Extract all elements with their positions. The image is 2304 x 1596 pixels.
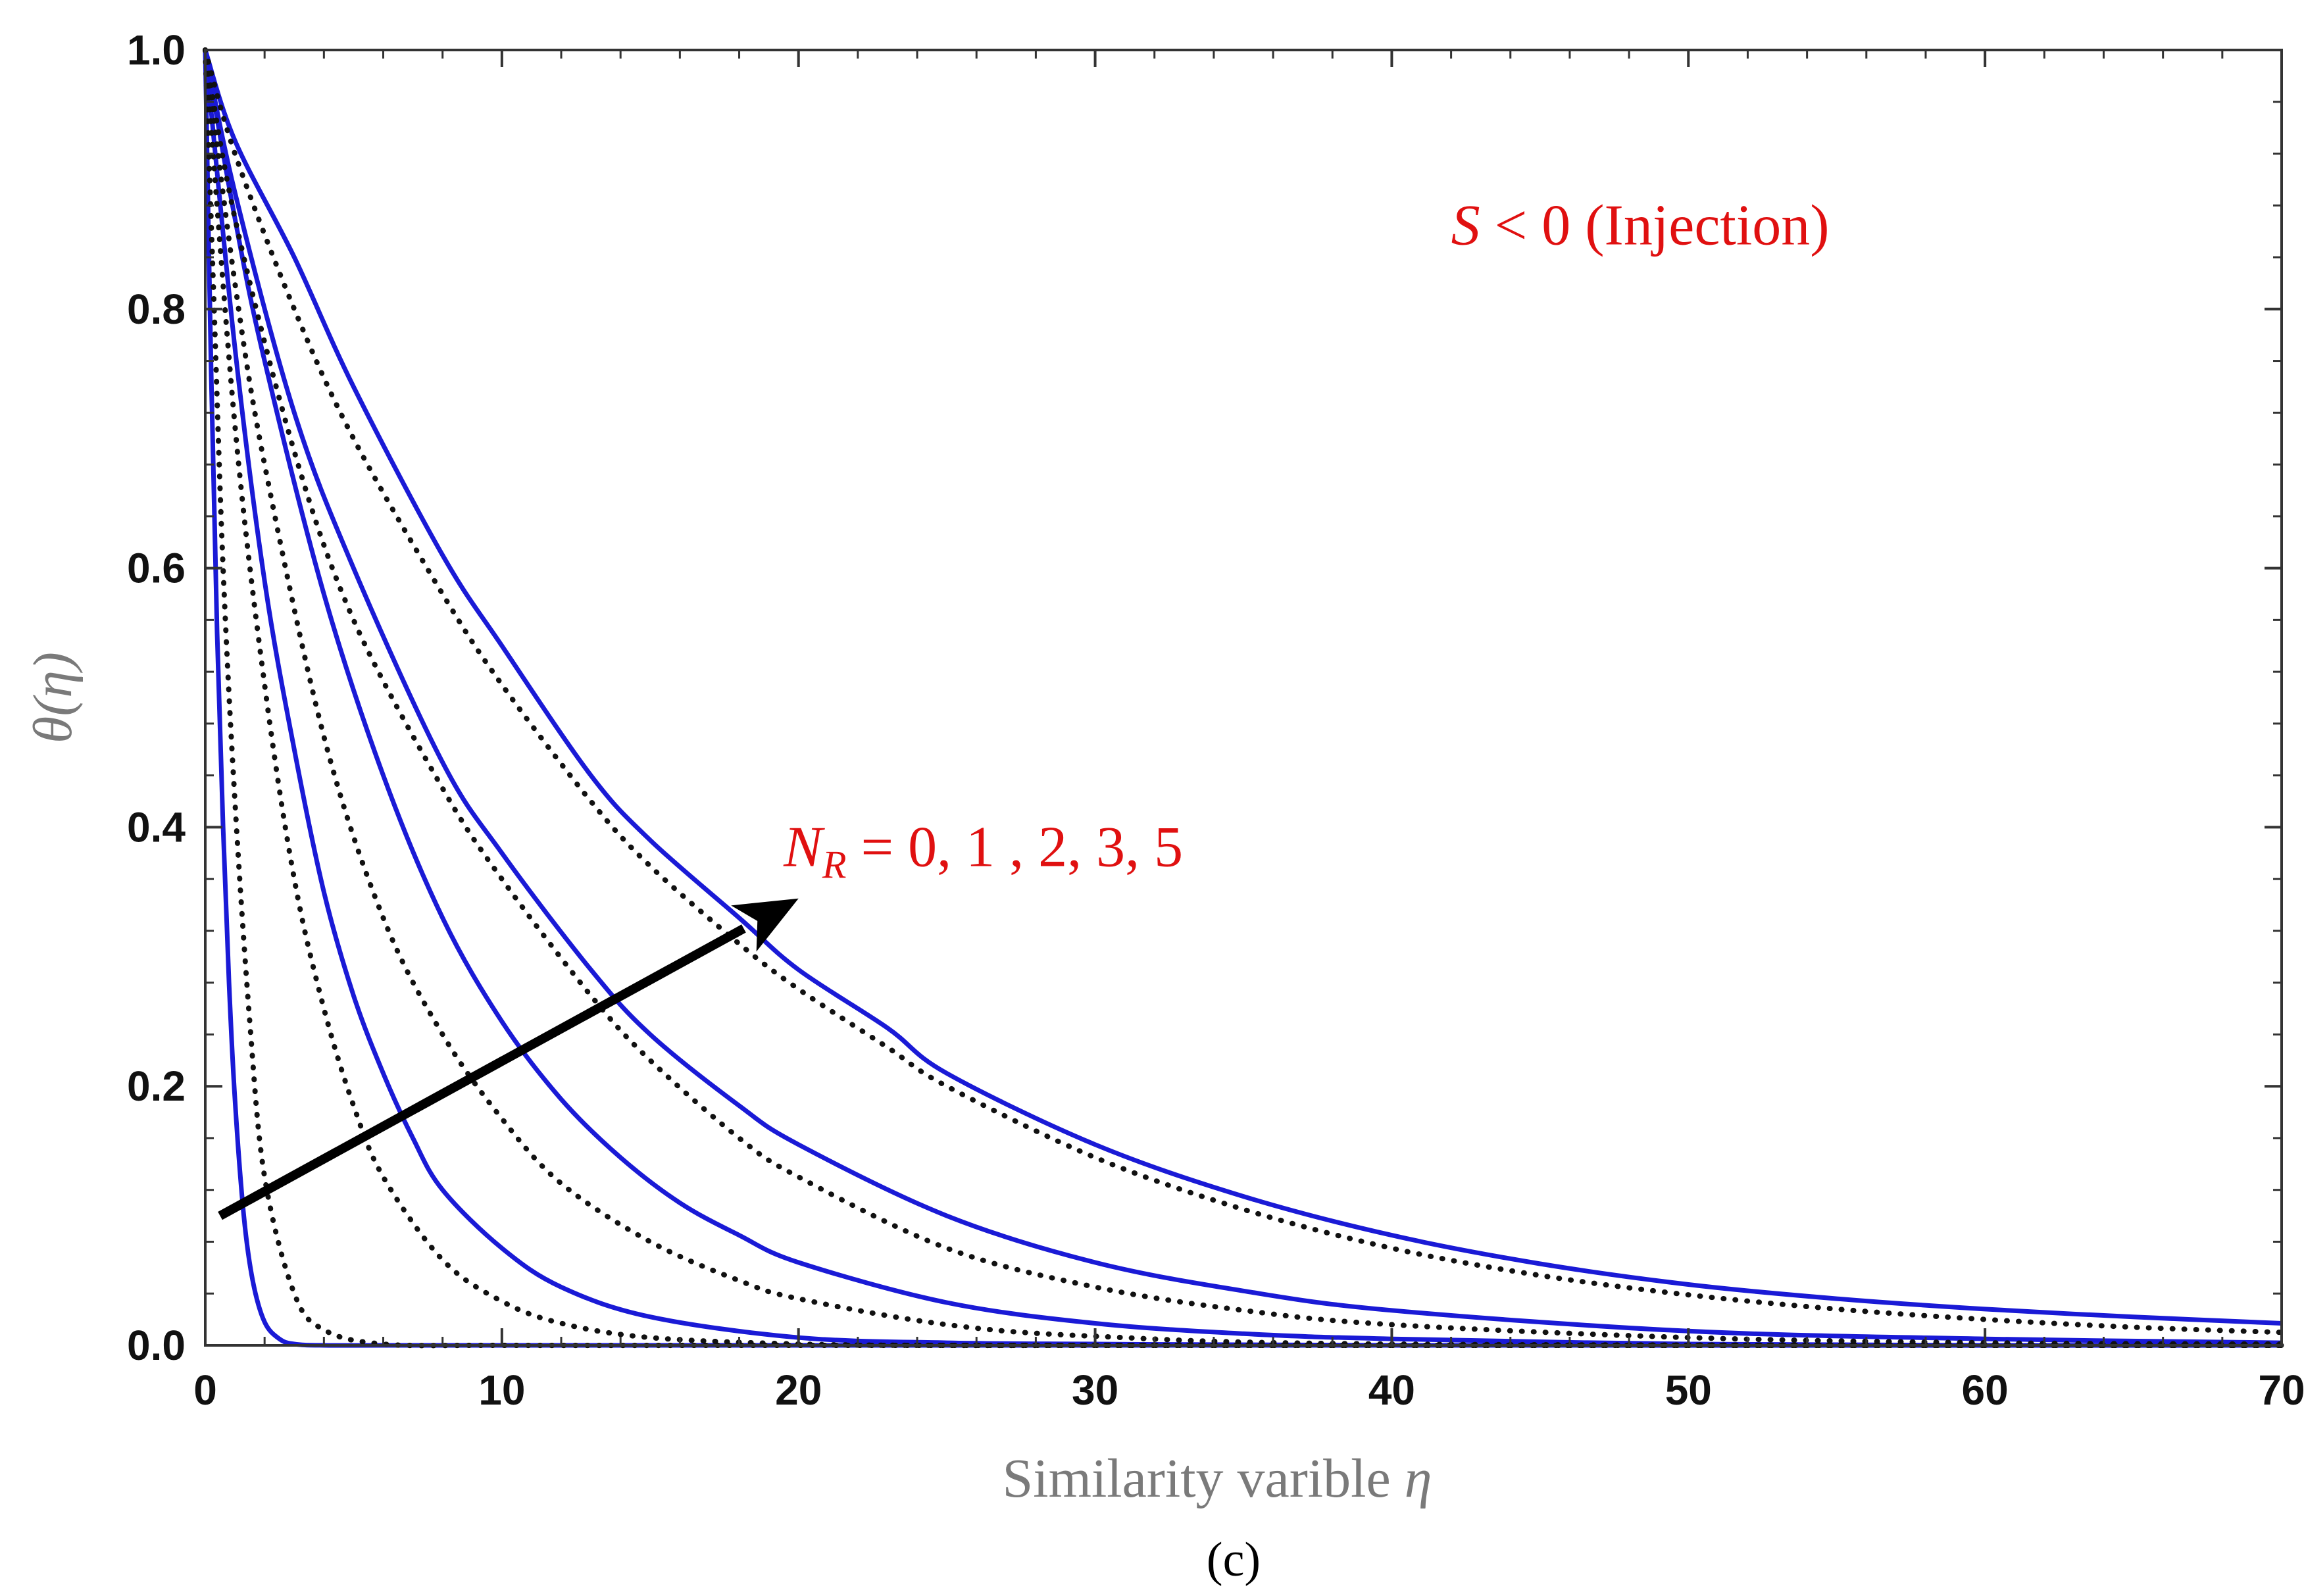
x-tick-label: 70	[2258, 1366, 2304, 1414]
annotation-nr: NR = 0, 1 , 2, 3, 5	[783, 815, 1183, 886]
y-tick-label: 0.0	[127, 1322, 186, 1369]
x-axis-title-text: Similarity varible	[1003, 1448, 1405, 1509]
plot-frame	[204, 49, 2283, 1347]
x-axis-title: Similarity varible η	[1003, 1448, 1432, 1509]
series-line-dotted-9	[203, 47, 2284, 1335]
x-tick-label: 0	[193, 1366, 217, 1414]
y-axis: 0.0 0.2 0.4 0.6 0.8 1.0	[127, 26, 2282, 1369]
x-tick-label: 10	[478, 1366, 525, 1414]
panel-label: (c)	[1207, 1533, 1261, 1587]
y-tick-label: 0.4	[127, 803, 186, 851]
series-line-solid-3	[203, 49, 2282, 1345]
series-line-dotted-8	[203, 47, 2284, 1347]
arrow-layer	[218, 898, 799, 1220]
x-axis: 0 10 20 30 40 50 60 70	[193, 50, 2304, 1414]
series-line-dotted-6	[203, 47, 2284, 1349]
y-tick-label: 0.2	[127, 1062, 186, 1110]
x-tick-label: 20	[775, 1366, 822, 1414]
arrow-head	[731, 898, 799, 952]
x-tick-label: 60	[1962, 1366, 2009, 1414]
x-axis-title-symbol: η	[1405, 1448, 1432, 1509]
y-tick-label: 0.8	[127, 286, 186, 333]
annotation-injection-text: < 0 (Injection)	[1480, 193, 1830, 257]
arrow-shaft	[218, 924, 746, 1220]
annotation-injection: S < 0 (Injection)	[1451, 193, 1830, 257]
x-tick-label: 50	[1665, 1366, 1712, 1414]
annotation-nr-symbol: N	[783, 815, 825, 879]
x-tick-label: 40	[1368, 1366, 1415, 1414]
x-tick-label: 30	[1072, 1366, 1118, 1414]
y-tick-label: 1.0	[127, 26, 186, 74]
y-axis-title: θ(η)	[22, 652, 84, 743]
series-line-solid-4	[203, 49, 2282, 1326]
annotation-nr-subscript: R	[822, 843, 847, 886]
annotation-injection-symbol: S	[1451, 193, 1480, 257]
annotation-nr-text: = 0, 1 , 2, 3, 5	[847, 815, 1184, 879]
y-tick-label: 0.6	[127, 545, 186, 592]
